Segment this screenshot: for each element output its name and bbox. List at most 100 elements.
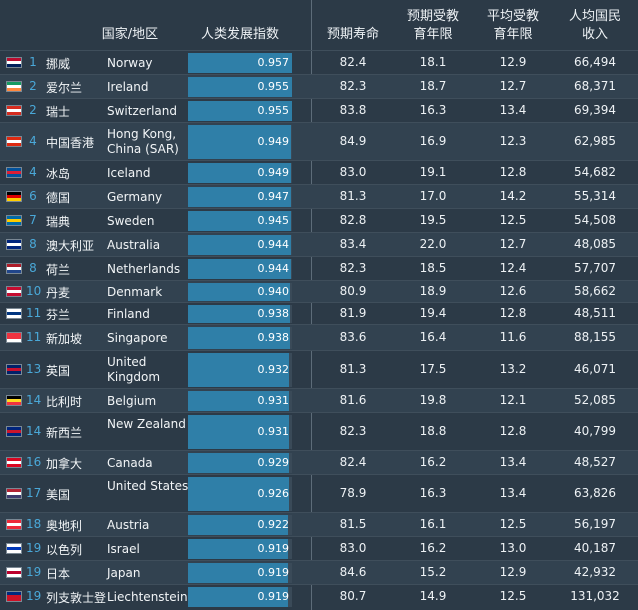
mean-schooling-value: 12.9 [499, 565, 527, 579]
hdi-bar-track: 0.955 [188, 77, 292, 97]
hdi-bar [188, 587, 288, 607]
gni-value: 54,508 [574, 213, 616, 227]
hdi-bar [188, 163, 292, 183]
rank-label: 8 [29, 261, 37, 275]
country-name-en: Austria [107, 517, 150, 532]
flag-icon [6, 81, 22, 92]
gni-value: 68,371 [574, 79, 616, 93]
hdi-bar-track: 0.938 [188, 327, 292, 349]
hdi-bar-track: 0.932 [188, 353, 292, 387]
table-row: 10 丹麦 Denmark 0.940 80.9 18.9 12.6 58,662 [0, 280, 638, 302]
rank-label: 8 [29, 237, 37, 251]
header-mean-schooling: 平均受教 育年限 [486, 9, 539, 42]
flag-icon [6, 57, 22, 68]
rank-label: 17 [26, 486, 42, 500]
flag-icon [6, 426, 22, 437]
expected-schooling-value: 19.5 [419, 213, 447, 227]
hdi-value-label: 0.926 [257, 487, 290, 500]
gni-value: 88,155 [574, 330, 616, 344]
country-name-en: Iceland [107, 165, 151, 180]
flag-icon [6, 488, 22, 499]
mean-schooling-value: 13.4 [499, 486, 527, 500]
gni-value: 52,085 [574, 393, 616, 407]
mean-schooling-value: 12.9 [499, 55, 527, 69]
gni-value: 48,085 [574, 237, 616, 251]
country-name-cn: 新加坡 [46, 332, 83, 346]
hdi-value-label: 0.949 [257, 135, 290, 148]
mean-schooling-value: 12.8 [499, 306, 527, 320]
life-expectancy-value: 83.0 [339, 165, 367, 179]
country-name-en: United States [107, 479, 189, 493]
mean-schooling-value: 12.5 [499, 213, 527, 227]
hdi-bar [188, 187, 291, 207]
hdi-value-label: 0.919 [257, 590, 290, 603]
hdi-bar [188, 515, 289, 535]
column-divider [311, 0, 312, 610]
rank-label: 19 [26, 565, 42, 579]
hdi-bar-track: 0.949 [188, 163, 292, 183]
hdi-value-label: 0.955 [257, 80, 290, 93]
country-name-cn: 爱尔兰 [46, 81, 83, 95]
country-name-cn: 冰岛 [46, 167, 71, 181]
hdi-value-label: 0.944 [257, 238, 290, 251]
flag-icon [6, 286, 22, 297]
hdi-bar [188, 353, 290, 387]
hdi-bar-track: 0.944 [188, 259, 292, 279]
header-country: 国家/地区 [101, 27, 159, 42]
mean-schooling-value: 13.4 [499, 103, 527, 117]
expected-schooling-value: 16.3 [419, 103, 447, 117]
mean-schooling-value: 12.6 [499, 284, 527, 298]
hdi-bar [188, 415, 290, 449]
country-name-en: Australia [107, 237, 161, 252]
gni-value: 63,826 [574, 486, 616, 500]
country-name-cn: 澳大利亚 [46, 239, 95, 253]
mean-schooling-value: 13.2 [499, 362, 527, 376]
rank-label: 19 [26, 541, 42, 555]
country-name-en: Israel [107, 541, 140, 556]
hdi-bar-track: 0.947 [188, 187, 292, 207]
mean-schooling-value: 12.7 [499, 237, 527, 251]
country-name-cn: 以色列 [46, 543, 83, 557]
expected-schooling-value: 19.4 [419, 306, 447, 320]
country-name-en: Switzerland [107, 103, 177, 118]
rank-label: 14 [26, 424, 42, 438]
table-row: 4 中国香港 Hong Kong, China (SAR) 0.949 84.9 16.9… [0, 122, 638, 160]
expected-schooling-value: 17.5 [419, 362, 447, 376]
country-name-en: Sweden [107, 213, 155, 228]
country-name-en: Denmark [107, 284, 163, 299]
life-expectancy-value: 80.9 [339, 284, 367, 298]
rank-label: 6 [29, 189, 37, 203]
hdi-bar-track: 0.919 [188, 587, 292, 607]
expected-schooling-value: 18.9 [419, 284, 447, 298]
table-row: 6 德国 Germany 0.947 81.3 17.0 14.2 55,314 [0, 184, 638, 208]
country-name-en: Japan [107, 565, 141, 580]
hdi-value-label: 0.931 [257, 425, 290, 438]
table-row: 11 芬兰 Finland 0.938 81.9 19.4 12.8 48,511 [0, 302, 638, 324]
hdi-value-label: 0.949 [257, 166, 290, 179]
gni-value: 40,187 [574, 541, 616, 555]
gni-value: 42,932 [574, 565, 616, 579]
flag-icon [6, 543, 22, 554]
hdi-bar [188, 53, 292, 73]
life-expectancy-value: 78.9 [339, 486, 367, 500]
country-name-cn: 芬兰 [46, 308, 71, 322]
flag-icon [6, 215, 22, 226]
rank-label: 14 [26, 393, 42, 407]
expected-schooling-value: 18.5 [419, 261, 447, 275]
hdi-bar-track: 0.929 [188, 453, 292, 473]
life-expectancy-value: 82.4 [339, 455, 367, 469]
table-row: 4 冰岛 Iceland 0.949 83.0 19.1 12.8 54,682 [0, 160, 638, 184]
hdi-bar-track: 0.938 [188, 305, 292, 323]
flag-icon [6, 591, 22, 602]
hdi-value-label: 0.944 [257, 262, 290, 275]
flag-icon [6, 364, 22, 375]
rank-label: 18 [26, 517, 42, 531]
flag-icon [6, 567, 22, 578]
life-expectancy-value: 82.3 [339, 261, 367, 275]
hdi-value-label: 0.922 [257, 518, 290, 531]
gni-value: 48,527 [574, 455, 616, 469]
country-name-cn: 比利时 [46, 395, 83, 409]
hdi-bar [188, 125, 292, 159]
rank-label: 11 [26, 306, 42, 320]
mean-schooling-value: 12.5 [499, 589, 527, 603]
